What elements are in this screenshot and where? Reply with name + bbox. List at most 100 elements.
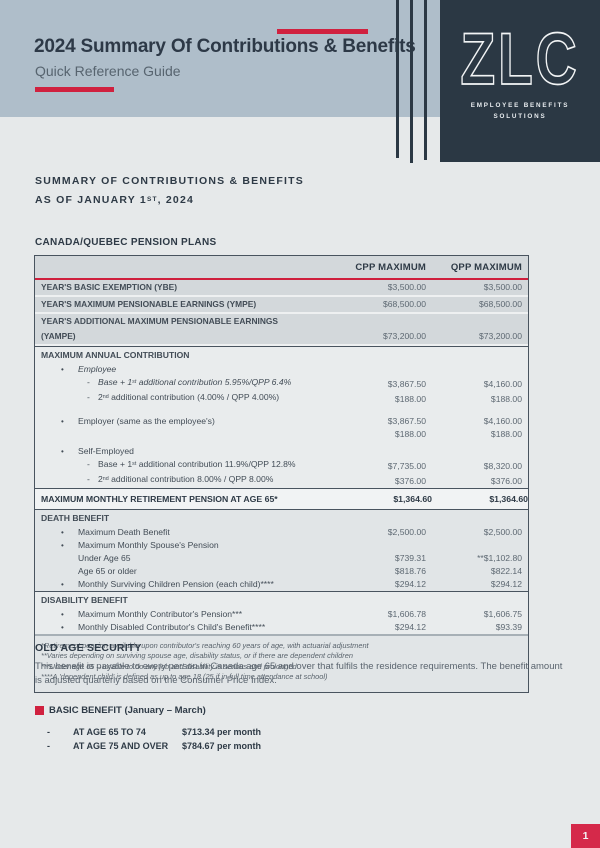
row-label: YEAR'S BASIC EXEMPTION (YBE)	[41, 282, 178, 292]
cpp-value: $2,500.00	[387, 527, 426, 537]
row-label-cell: - Base + 1st additional contribution 11.9…	[35, 458, 314, 473]
qpp-value: **$1,102.80	[477, 553, 522, 563]
pension-table-row: • Maximum Monthly Contributor's Pension**…	[35, 608, 528, 621]
cpp-value: $376.00	[394, 476, 426, 486]
oas-rate-value: $784.67 per month	[182, 740, 262, 751]
row-label-cell: Under Age 65	[35, 552, 314, 565]
cpp-value: $739.31	[394, 553, 426, 563]
decorative-vertical-line	[396, 0, 399, 158]
row-label-cell: • Self-Employed	[35, 445, 314, 458]
oas-rate-value: $713.34 per month	[182, 727, 262, 737]
row-label-cell: YEAR'S MAXIMUM PENSIONABLE EARNINGS (YMP…	[35, 297, 314, 312]
row-label-cell: DISABILITY BENEFIT	[35, 594, 320, 607]
red-square-icon	[35, 706, 44, 715]
svg-text:ZLC: ZLC	[460, 22, 579, 94]
row-label-cell: • Monthly Surviving Children Pension (eac…	[35, 578, 314, 591]
qpp-value: $8,320.00	[483, 461, 522, 471]
cpp-maximum-header: CPP MAXIMUM	[355, 262, 426, 273]
pension-table-body: YEAR'S BASIC EXEMPTION (YBE) $3,500.00 $3,…	[35, 280, 528, 634]
pension-table-row: • Maximum Death Benefit $2,500.00 $2,500.00	[35, 526, 528, 539]
pension-table-row: MAXIMUM MONTHLY RETIREMENT PENSION AT AG…	[35, 488, 528, 510]
cpp-value: $68,500.00	[382, 299, 426, 309]
decorative-vertical-line	[410, 0, 413, 163]
qpp-value: $4,160.00	[483, 379, 522, 389]
bullet-marker: •	[61, 610, 64, 619]
pension-table-row: YEAR'S ADDITIONAL MAXIMUM PENSIONABLE EA…	[35, 314, 528, 346]
qpp-value: $2,500.00	[483, 527, 522, 537]
qpp-value: $1,606.75	[483, 609, 522, 619]
document-title: 2024 Summary Of Contributions & Benefits	[34, 36, 416, 57]
tagline-line1: EMPLOYEE BENEFITS	[470, 102, 570, 109]
row-label-cell: YEAR'S BASIC EXEMPTION (YBE)	[35, 280, 314, 295]
row-label: MAXIMUM MONTHLY RETIREMENT PENSION AT AG…	[41, 494, 278, 504]
cpp-value: $294.12	[394, 579, 426, 589]
indent-marker	[61, 552, 78, 565]
pension-plans-heading: CANADA/QUEBEC PENSION PLANS	[35, 237, 217, 248]
zlc-logo-icon: ZLC	[460, 17, 579, 100]
cpp-value: $1,364.60	[393, 494, 432, 504]
row-label: Self-Employed	[78, 446, 134, 456]
row-label-cell: • Maximum Monthly Contributor's Pension**…	[35, 608, 314, 621]
cpp-value: $73,200.00	[382, 331, 426, 341]
oas-description: This benefit is payable to every person …	[35, 661, 563, 687]
cpp-value: $7,735.00	[387, 461, 426, 471]
pension-table-row: DEATH BENEFIT	[35, 510, 528, 526]
row-label-cell: -2nd additional contribution 8.00% / QPP…	[35, 473, 314, 488]
pension-table-row: -2nd additional contribution (4.00% / QP…	[35, 391, 528, 406]
pension-table-row: • Employee	[35, 363, 528, 376]
row-label-cell: - Base + 1st additional contribution 5.95…	[35, 376, 314, 391]
qpp-value: $188.00	[490, 429, 522, 439]
pension-table: CPP MAXIMUM QPP MAXIMUM YEAR'S BASIC EXE…	[34, 255, 529, 694]
cpp-value: $294.12	[394, 622, 426, 632]
pension-table-row: • Monthly Surviving Children Pension (eac…	[35, 578, 528, 591]
row-label: Monthly Disabled Contributor's Child's B…	[78, 622, 266, 632]
row-label: Maximum Monthly Spouse's Pension	[78, 540, 219, 550]
dash-marker: -	[87, 392, 90, 402]
summary-heading-line1: SUMMARY OF CONTRIBUTIONS & BENEFITS	[35, 175, 304, 187]
row-label: MAXIMUM ANNUAL CONTRIBUTION	[41, 350, 190, 360]
oas-rate-row: - AT AGE 65 TO 74 $713.34 per month	[47, 726, 261, 740]
footnote-line: ***Under age 65 – unable to do any job a…	[41, 661, 297, 671]
pension-table-row: -2nd additional contribution 8.00% / QPP…	[35, 473, 528, 488]
qpp-maximum-header: QPP MAXIMUM	[450, 262, 522, 273]
row-label: YEAR'S ADDITIONAL MAXIMUM PENSIONABLE EA…	[41, 316, 278, 341]
pension-table-row: MAXIMUM ANNUAL CONTRIBUTION	[35, 346, 528, 363]
cpp-value: $1,606.78	[387, 609, 426, 619]
qpp-value: $93.39	[495, 622, 522, 632]
row-label-cell: MAXIMUM ANNUAL CONTRIBUTION	[35, 349, 320, 362]
bullet-marker: •	[61, 417, 64, 426]
basic-benefit-label: BASIC BENEFIT (January – March)	[49, 705, 206, 716]
pension-table-row: - Base + 1st additional contribution 11.9…	[35, 458, 528, 473]
zlc-logo-tagline: EMPLOYEE BENEFITS SOLUTIONS	[440, 101, 600, 122]
row-label: 2nd additional contribution (4.00% / QPP…	[98, 392, 280, 402]
row-label: Age 65 or older	[78, 566, 137, 576]
accent-bar-top	[277, 29, 368, 34]
pension-table-row: • Monthly Disabled Contributor's Child's …	[35, 621, 528, 634]
row-label: Employee	[78, 364, 117, 374]
pension-table-row: • Employer (same as the employee's) $3,867…	[35, 415, 528, 428]
row-label-cell: • Maximum Death Benefit	[35, 526, 314, 539]
row-label-cell: Age 65 or older	[35, 565, 314, 578]
qpp-value: $68,500.00	[478, 299, 522, 309]
tagline-line2: SOLUTIONS	[493, 112, 547, 120]
row-label: Maximum Monthly Contributor's Pension***	[78, 609, 243, 619]
oas-heading: OLD AGE SECURITY	[35, 642, 142, 654]
zlc-logo-box: ZLC EMPLOYEE BENEFITS SOLUTIONS	[440, 0, 600, 162]
oas-rate-row: - AT AGE 75 AND OVER $784.67 per month	[47, 740, 261, 754]
cpp-value: $188.00	[394, 394, 426, 404]
pension-table-row: Age 65 or older $818.76 $822.14	[35, 565, 528, 578]
bullet-marker: •	[61, 365, 64, 374]
pension-table-row: - Base + 1st additional contribution 5.95…	[35, 376, 528, 391]
bullet-marker: •	[61, 623, 64, 632]
row-label: Under Age 65	[78, 553, 131, 563]
row-label: Base + 1st additional contribution 11.9%…	[98, 459, 296, 469]
row-label: DISABILITY BENEFIT	[41, 595, 128, 605]
cpp-value: $3,867.50	[387, 416, 426, 426]
accent-underline	[35, 87, 114, 92]
row-label: YEAR'S MAXIMUM PENSIONABLE EARNINGS (YMP…	[41, 299, 257, 309]
oas-rate-label: AT AGE 65 TO 74	[73, 727, 146, 737]
row-label-cell: -2nd additional contribution (4.00% / QP…	[35, 391, 314, 406]
summary-heading-line2: AS OF JANUARY 1ST, 2024	[35, 194, 195, 207]
document-subtitle: Quick Reference Guide	[35, 63, 181, 79]
bullet-marker: •	[61, 528, 64, 537]
